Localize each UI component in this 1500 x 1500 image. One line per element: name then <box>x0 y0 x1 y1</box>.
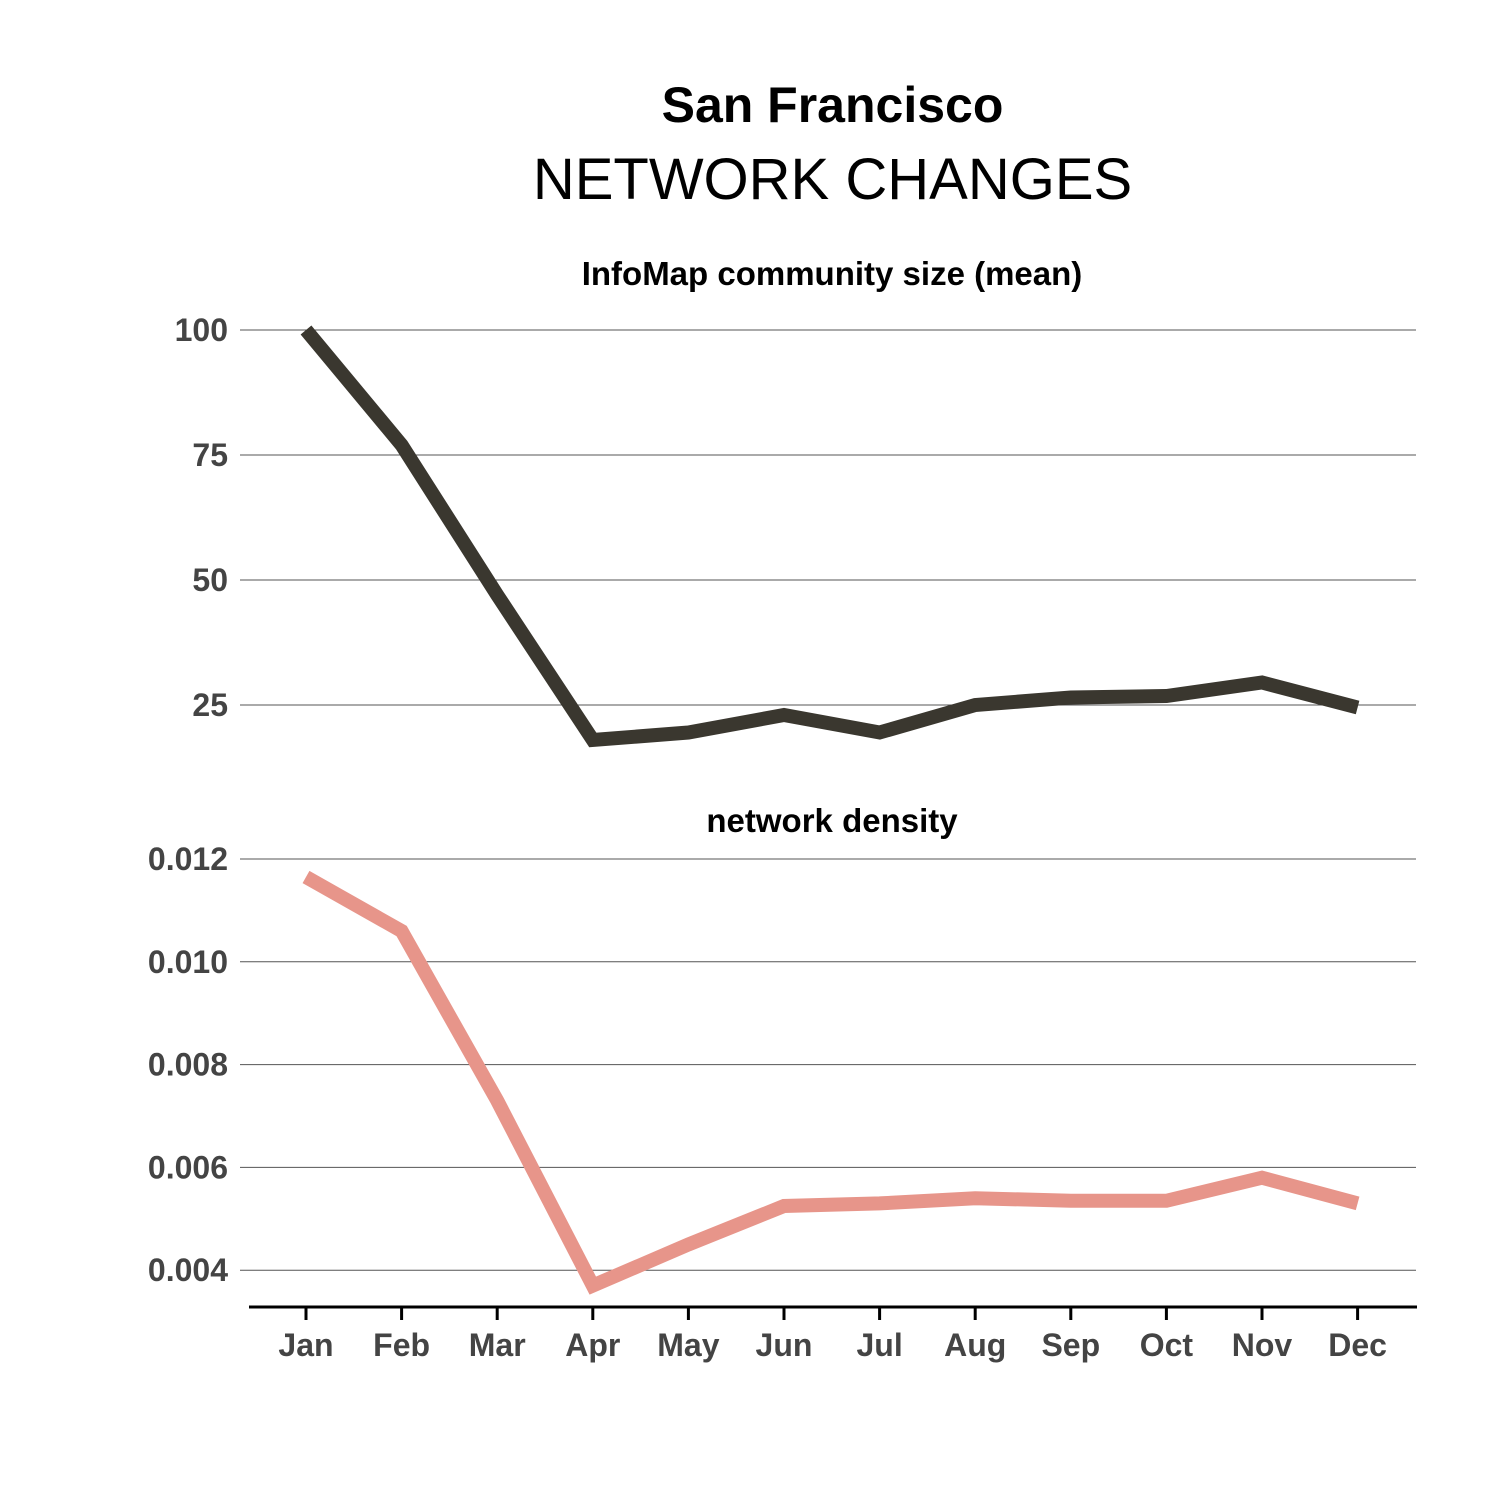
x-tick-label: Oct <box>1140 1327 1194 1363</box>
panel-title-community-size: InfoMap community size (mean) <box>582 255 1083 292</box>
x-tick-label: Nov <box>1232 1327 1293 1363</box>
x-tick-label: Jan <box>278 1327 333 1363</box>
panel-network-density: network density 0.012 0.010 0.008 0.006 0.004 <box>148 802 1416 1295</box>
panel-community-size: InfoMap community size (mean) 100 75 50 25 <box>175 255 1416 748</box>
x-tick-label: Jun <box>756 1327 813 1363</box>
x-tick-label: Aug <box>944 1327 1006 1363</box>
x-tick-label: Feb <box>373 1327 430 1363</box>
x-tick-label: Dec <box>1328 1327 1387 1363</box>
x-tick-label: Mar <box>469 1327 526 1363</box>
x-tick-label: Apr <box>565 1327 620 1363</box>
x-tick-label: Jul <box>856 1327 902 1363</box>
y-tick-label: 50 <box>192 562 228 598</box>
y-tick-label: 0.012 <box>148 841 228 877</box>
y-tick-label: 0.008 <box>148 1047 228 1083</box>
y-tick-label: 0.010 <box>148 944 228 980</box>
x-tick-label: Sep <box>1041 1327 1100 1363</box>
y-tick-label: 0.006 <box>148 1149 228 1185</box>
y-tick-label: 100 <box>175 312 228 348</box>
x-tick-label: May <box>657 1327 719 1363</box>
series-line-community-size <box>300 325 1360 748</box>
y-tick-label: 0.004 <box>148 1252 228 1288</box>
chart-title: San Francisco <box>661 77 1004 133</box>
series-line-density <box>302 870 1360 1295</box>
y-tick-label: 75 <box>192 437 228 473</box>
panel-title-density: network density <box>706 802 958 839</box>
y-tick-label: 25 <box>192 687 228 723</box>
chart-subtitle: NETWORK CHANGES <box>532 147 1133 212</box>
x-axis: Jan Feb Mar Apr May Jun Jul Aug Sep Oct Nov Dec <box>249 1305 1417 1363</box>
